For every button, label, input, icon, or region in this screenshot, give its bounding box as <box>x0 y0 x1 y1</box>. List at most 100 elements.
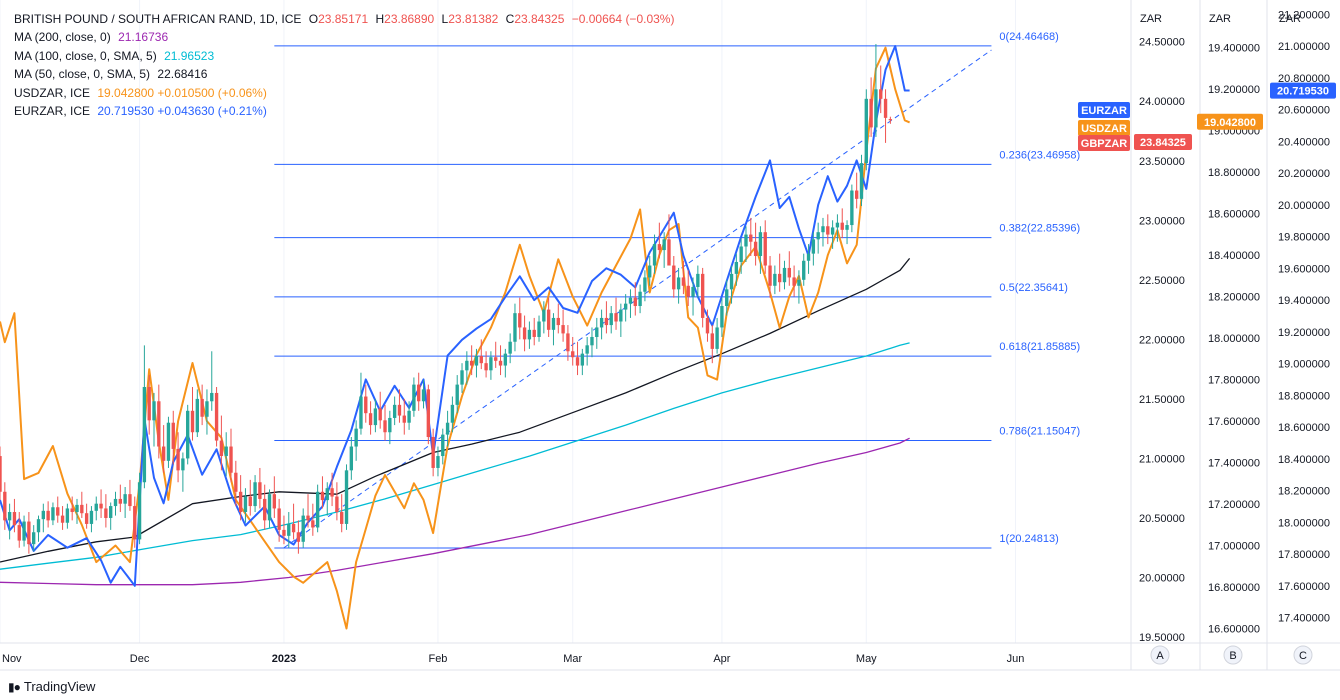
candle <box>441 428 445 465</box>
fib-label-0: 0(24.46468) <box>999 31 1058 43</box>
candle <box>152 392 156 447</box>
scale-B-button-label: B <box>1229 650 1236 662</box>
legend-ma200-value: 21.16736 <box>118 30 169 45</box>
scale-C-tick-5: 18.400000 <box>1278 454 1330 466</box>
candle <box>652 234 657 274</box>
scale-C-title: ZAR <box>1279 13 1301 25</box>
fib-label-6: 1(20.24813) <box>999 533 1058 545</box>
candle <box>768 256 772 298</box>
candle <box>883 89 888 143</box>
candle <box>392 396 397 426</box>
candle <box>214 386 219 447</box>
candle-body <box>219 440 224 457</box>
legend-ma50[interactable]: MA (50, close, 0, SMA, 5) 22.68416 <box>14 65 674 83</box>
legend-eurzar[interactable]: EURZAR, ICE 20.719530 +0.043630 (+0.21%) <box>14 102 674 120</box>
candle-body <box>782 267 787 283</box>
candle <box>84 503 89 529</box>
candle <box>479 339 483 370</box>
candle-body <box>599 317 604 328</box>
scale-B-tick-3: 17.200000 <box>1208 499 1260 511</box>
candle-body <box>792 277 796 286</box>
candle <box>739 238 743 274</box>
candle-body <box>171 422 175 449</box>
candle <box>200 384 204 426</box>
candle <box>469 345 474 376</box>
candle <box>599 309 604 340</box>
candle <box>248 479 252 516</box>
scale-C-tick-16: 20.600000 <box>1278 105 1330 117</box>
candle-body <box>619 309 623 322</box>
candle <box>421 379 426 409</box>
candle <box>691 277 695 316</box>
scale-C-tick-8: 19.000000 <box>1278 359 1330 371</box>
candle <box>340 494 344 533</box>
scale-C-tick-10: 19.400000 <box>1278 295 1330 307</box>
candle <box>195 389 200 438</box>
candle <box>417 372 421 411</box>
fib-label-2: 0.382(22.85396) <box>999 223 1080 235</box>
candle <box>604 301 609 334</box>
candle <box>590 327 594 358</box>
legend-ma100[interactable]: MA (100, close, 0, SMA, 5) 21.96523 <box>14 47 674 65</box>
candle-body <box>787 267 791 278</box>
candle <box>522 315 527 352</box>
candle <box>181 452 185 492</box>
candle-body <box>41 510 45 520</box>
candle <box>854 172 859 209</box>
candle <box>676 267 681 304</box>
candle-body <box>614 313 618 322</box>
candle <box>575 341 580 376</box>
scale-B-tick-7: 18.000000 <box>1208 333 1260 345</box>
candle-body <box>652 244 657 266</box>
candle <box>749 217 753 257</box>
time-label-4: Mar <box>563 653 582 665</box>
candle-body <box>508 341 512 354</box>
scale-B-tick-4: 17.400000 <box>1208 458 1260 470</box>
legend-usdzar[interactable]: USDZAR, ICE 19.042800 +0.010500 (+0.06%) <box>14 84 674 102</box>
eurzar-price-badge-bg <box>1270 82 1336 99</box>
candle-body <box>186 410 190 459</box>
candle <box>811 232 816 266</box>
candle-body <box>498 360 503 366</box>
candle <box>75 498 79 524</box>
scale-B-tick-5: 17.600000 <box>1208 416 1260 428</box>
legend-ma200[interactable]: MA (200, close, 0) 21.16736 <box>14 28 674 46</box>
main-series-header[interactable]: BRITISH POUND / SOUTH AFRICAN RAND, 1D, … <box>14 10 674 28</box>
candle <box>176 432 180 483</box>
candle <box>445 410 450 447</box>
candle-body <box>777 273 782 283</box>
time-label-7: Jun <box>1007 653 1025 665</box>
candle-body <box>556 317 560 326</box>
candle <box>551 313 556 346</box>
time-label-5: Apr <box>713 653 730 665</box>
candle <box>315 484 320 533</box>
candle <box>118 484 123 513</box>
eurzar-price-badge: 20.719530 <box>1277 86 1329 98</box>
candle <box>234 460 238 507</box>
candle <box>349 437 354 480</box>
candle-body <box>7 512 12 521</box>
time-label-0: Nov <box>2 653 22 665</box>
candle-body <box>417 384 421 402</box>
scale-C-button-icon <box>1293 645 1313 665</box>
candle <box>431 428 435 477</box>
candle <box>412 377 416 417</box>
candle <box>508 333 512 364</box>
candle-body <box>830 227 835 235</box>
candle <box>171 410 175 465</box>
candle-body <box>234 472 238 492</box>
candle-body <box>705 317 710 334</box>
tradingview-brand[interactable]: ▮● TradingView <box>8 679 95 694</box>
candle <box>460 363 464 393</box>
candle-body <box>243 496 248 513</box>
candle <box>835 214 840 242</box>
candle <box>123 487 127 518</box>
candle-body <box>65 508 70 523</box>
candle <box>585 336 589 366</box>
candle-body <box>686 285 690 297</box>
candle <box>287 512 291 548</box>
candle-body <box>725 289 729 307</box>
candle <box>710 325 714 364</box>
candle-body <box>604 317 609 326</box>
